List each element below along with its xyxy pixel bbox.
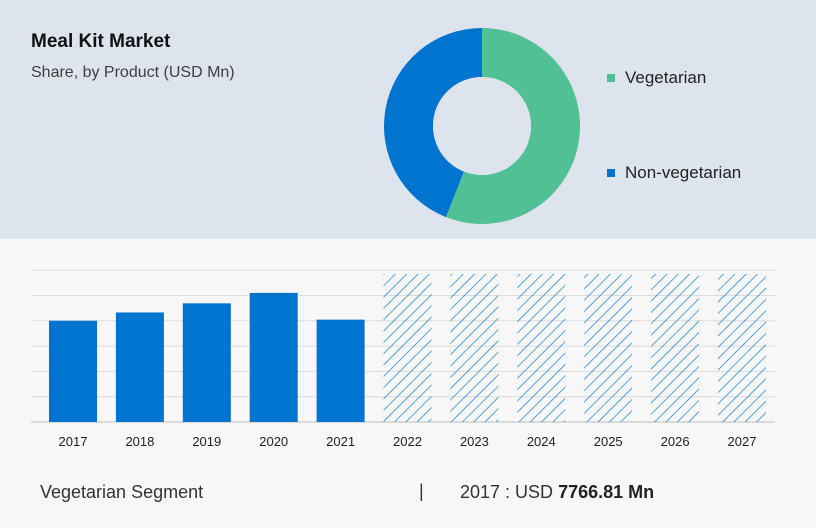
bar-chart: 2017 2018 2019 2020 2021 2022 2023 2024 2025 2026… <box>31 269 775 449</box>
segment-label: Vegetarian Segment <box>40 482 204 502</box>
donut-slice-vegetarian <box>445 28 580 225</box>
x-tick-label-2027: 2027 <box>728 434 757 449</box>
x-tick-label-2017: 2017 <box>59 434 88 449</box>
forecast-bar-2025 <box>584 274 633 422</box>
donut-slice-non-vegetarian <box>383 28 482 218</box>
forecast-bar-2026 <box>651 274 700 422</box>
legend-label-non-vegetarian: Non-vegetarian <box>625 163 742 182</box>
x-tick-label-2023: 2023 <box>460 434 489 449</box>
forecast-bar-2023 <box>450 274 499 422</box>
segment-value: 2017 : USD 7766.81 Mn <box>460 482 654 503</box>
forecast-bar-2024 <box>517 274 566 422</box>
x-tick-label-2019: 2019 <box>192 434 221 449</box>
x-tick-label-2026: 2026 <box>661 434 690 449</box>
bar-2021 <box>316 319 365 422</box>
donut-chart <box>383 28 580 225</box>
chart-subtitle: Share, by Product (USD Mn) <box>31 64 235 81</box>
segment-value-amount: 7766.81 Mn <box>558 482 655 502</box>
x-tick-label-2020: 2020 <box>259 434 288 449</box>
chart-title: Meal Kit Market <box>31 31 171 52</box>
x-tick-label-2018: 2018 <box>125 434 154 449</box>
legend-item-vegetarian: Vegetarian <box>607 68 706 88</box>
forecast-bar-2027 <box>718 274 766 422</box>
x-tick-label-2025: 2025 <box>594 434 623 449</box>
legend-swatch-non-vegetarian <box>607 169 615 177</box>
bar-2020 <box>249 292 298 422</box>
footer-separator: | <box>419 481 424 501</box>
segment-value-prefix: 2017 : USD <box>460 482 559 502</box>
bar-2018 <box>115 312 164 422</box>
legend-label-vegetarian: Vegetarian <box>625 68 707 87</box>
bar-2017 <box>49 320 97 422</box>
x-tick-label-2022: 2022 <box>393 434 422 449</box>
x-tick-label-2024: 2024 <box>527 434 556 449</box>
bar-2019 <box>182 303 231 422</box>
legend-swatch-vegetarian <box>607 74 615 82</box>
forecast-bar-2022 <box>383 274 432 422</box>
x-tick-label-2021: 2021 <box>326 434 355 449</box>
legend-item-non-vegetarian: Non-vegetarian <box>607 163 741 183</box>
donut-hole <box>433 77 531 175</box>
